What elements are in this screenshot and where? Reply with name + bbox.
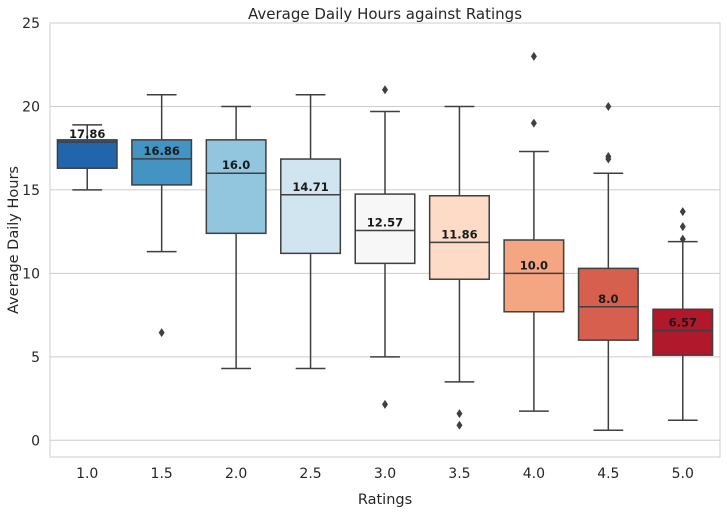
box-group: 16.86 xyxy=(131,94,193,338)
outlier-point xyxy=(679,207,686,217)
x-tick-label: 2.5 xyxy=(299,466,321,482)
x-tick-label: 4.0 xyxy=(523,466,545,482)
box-group: 17.86 xyxy=(56,124,118,191)
box-group: 10.0 xyxy=(503,51,565,412)
x-tick-label: 3.5 xyxy=(448,466,470,482)
median-value-label: 16.86 xyxy=(143,144,179,158)
median-value-label: 8.0 xyxy=(598,292,618,306)
iqr-box xyxy=(577,267,639,341)
iqr-box xyxy=(131,139,193,186)
box-group: 16.0 xyxy=(205,105,267,370)
x-tick-label: 4.5 xyxy=(597,466,619,482)
outlier-point xyxy=(679,234,686,244)
median-value-label: 6.57 xyxy=(669,316,697,330)
x-axis-label: Ratings xyxy=(358,492,412,508)
outlier-point xyxy=(456,409,463,419)
median-value-label: 10.0 xyxy=(520,258,548,272)
y-axis-label: Average Daily Hours xyxy=(6,166,22,314)
chart-title: Average Daily Hours against Ratings xyxy=(248,5,522,23)
x-tick-label: 3.0 xyxy=(374,466,396,482)
iqr-box xyxy=(56,139,118,169)
box-group: 11.86 xyxy=(428,105,490,430)
median-value-label: 12.57 xyxy=(367,215,403,229)
y-tick-label: 10 xyxy=(22,266,40,282)
iqr-box xyxy=(428,195,490,280)
iqr-box xyxy=(652,308,714,356)
outlier-point xyxy=(456,420,463,430)
box-group: 6.57 xyxy=(652,207,714,422)
outlier-point xyxy=(158,328,165,338)
outlier-point xyxy=(605,101,612,111)
y-tick-label: 20 xyxy=(22,99,40,115)
iqr-box xyxy=(354,193,416,265)
box-group: 14.71 xyxy=(280,94,342,370)
x-tick-label: 5.0 xyxy=(672,466,694,482)
box-group: 8.0 xyxy=(577,101,639,432)
outlier-point xyxy=(382,399,388,409)
tick-labels: 0 5 10 15 20 25 1.0 1.5 2.0 2.5 3.0 3.5 4.0 4.5 5.0 xyxy=(22,16,694,482)
median-value-label: 16.0 xyxy=(222,158,250,172)
y-tick-label: 15 xyxy=(22,183,40,199)
y-tick-label: 5 xyxy=(31,350,40,366)
iqr-box xyxy=(205,139,267,235)
outlier-point xyxy=(382,85,388,95)
x-tick-label: 1.0 xyxy=(76,466,98,482)
outlier-point xyxy=(605,154,612,164)
median-value-label: 17.86 xyxy=(69,127,105,141)
outlier-point xyxy=(679,222,686,232)
median-value-label: 14.71 xyxy=(292,180,328,194)
median-value-label: 11.86 xyxy=(441,227,477,241)
iqr-box xyxy=(503,239,565,313)
x-tick-label: 1.5 xyxy=(151,466,173,482)
outlier-point xyxy=(530,51,537,61)
iqr-box xyxy=(280,158,342,255)
plot-frame xyxy=(49,22,721,458)
box-group: 12.57 xyxy=(354,85,416,409)
y-tick-label: 0 xyxy=(31,433,40,449)
outlier-point xyxy=(530,118,537,128)
boxes-layer: 17.86 16.86 16.0 14.71 12.57 11.86 10.0 8.0 6.57 xyxy=(56,51,714,432)
y-tick-label: 25 xyxy=(22,16,40,32)
x-tick-label: 2.0 xyxy=(225,466,247,482)
